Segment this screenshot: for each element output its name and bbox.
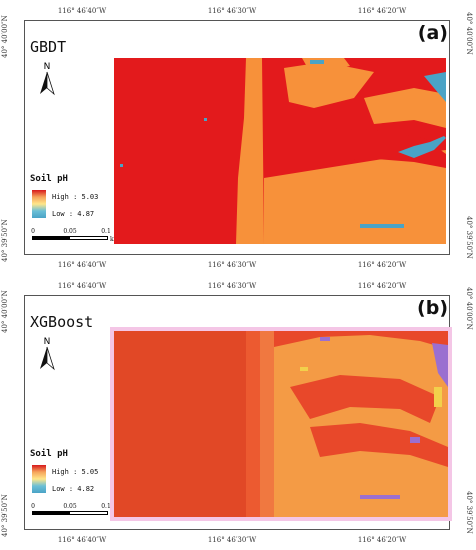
north-arrow-icon: N [40, 62, 55, 96]
svg-text:N: N [44, 62, 51, 72]
coord-left-2: 40° 39′50″N [1, 219, 9, 262]
legend-color-ramp [32, 190, 46, 218]
coord-left-2: 40° 39′50″N [1, 494, 9, 537]
scale-label-mid: 0.05 [63, 228, 77, 235]
panel-gbdt: 116° 46′40″W 116° 46′30″W 116° 46′20″W 1… [1, 7, 473, 269]
panel-label: (a) [417, 22, 448, 44]
coord-bottom-2: 116° 46′30″W [207, 261, 257, 269]
coord-right-2: 40° 39′50″N [465, 216, 473, 259]
legend-low: Low : 4.82 [52, 485, 95, 493]
coord-left-1: 40° 40′00″N [1, 15, 9, 58]
model-name: GBDT [30, 38, 67, 56]
coord-right-1: 40° 40′00″N [465, 287, 473, 330]
coord-top-2: 116° 46′30″W [207, 282, 257, 290]
svg-text:N: N [44, 337, 51, 347]
coord-bottom-2: 116° 46′30″W [207, 536, 257, 544]
coord-top-3: 116° 46′20″W [357, 7, 407, 15]
legend-title: Soil pH [30, 449, 68, 459]
scale-label-mid: 0.05 [63, 503, 77, 510]
legend-low: Low : 4.87 [52, 210, 95, 218]
coord-left-1: 40° 40′00″N [1, 290, 9, 333]
scale-label-max: 0.1 [101, 228, 111, 235]
scale-bar [32, 236, 108, 240]
coord-top-1: 116° 46′40″W [57, 7, 107, 15]
xgboost-soil-ph-raster [110, 327, 452, 521]
north-arrow-icon: N [40, 337, 55, 371]
coord-top-3: 116° 46′20″W [357, 282, 407, 290]
coord-right-2: 40° 39′50″N [465, 491, 473, 534]
coord-bottom-1: 116° 46′40″W [57, 536, 107, 544]
coord-bottom-3: 116° 46′20″W [357, 536, 407, 544]
coord-right-1: 40° 40′00″N [465, 12, 473, 55]
coord-top-2: 116° 46′30″W [207, 7, 257, 15]
coord-bottom-1: 116° 46′40″W [57, 261, 107, 269]
scale-label-max: 0.1 [101, 503, 111, 510]
scale-bar [32, 511, 108, 515]
scale-label-0: 0 [31, 228, 35, 235]
legend-title: Soil pH [30, 174, 68, 184]
model-name: XGBoost [30, 313, 94, 331]
coord-bottom-3: 116° 46′20″W [357, 261, 407, 269]
panel-xgboost: 116° 46′40″W 116° 46′30″W 116° 46′20″W 1… [0, 275, 476, 550]
scale-label-0: 0 [31, 503, 35, 510]
legend-high: High : 5.03 [52, 193, 99, 201]
legend-high: High : 5.05 [52, 468, 99, 476]
panel-label: (b) [417, 297, 448, 319]
gbdt-soil-ph-raster [114, 58, 446, 244]
legend-color-ramp [32, 465, 46, 493]
coord-top-1: 116° 46′40″W [57, 282, 107, 290]
